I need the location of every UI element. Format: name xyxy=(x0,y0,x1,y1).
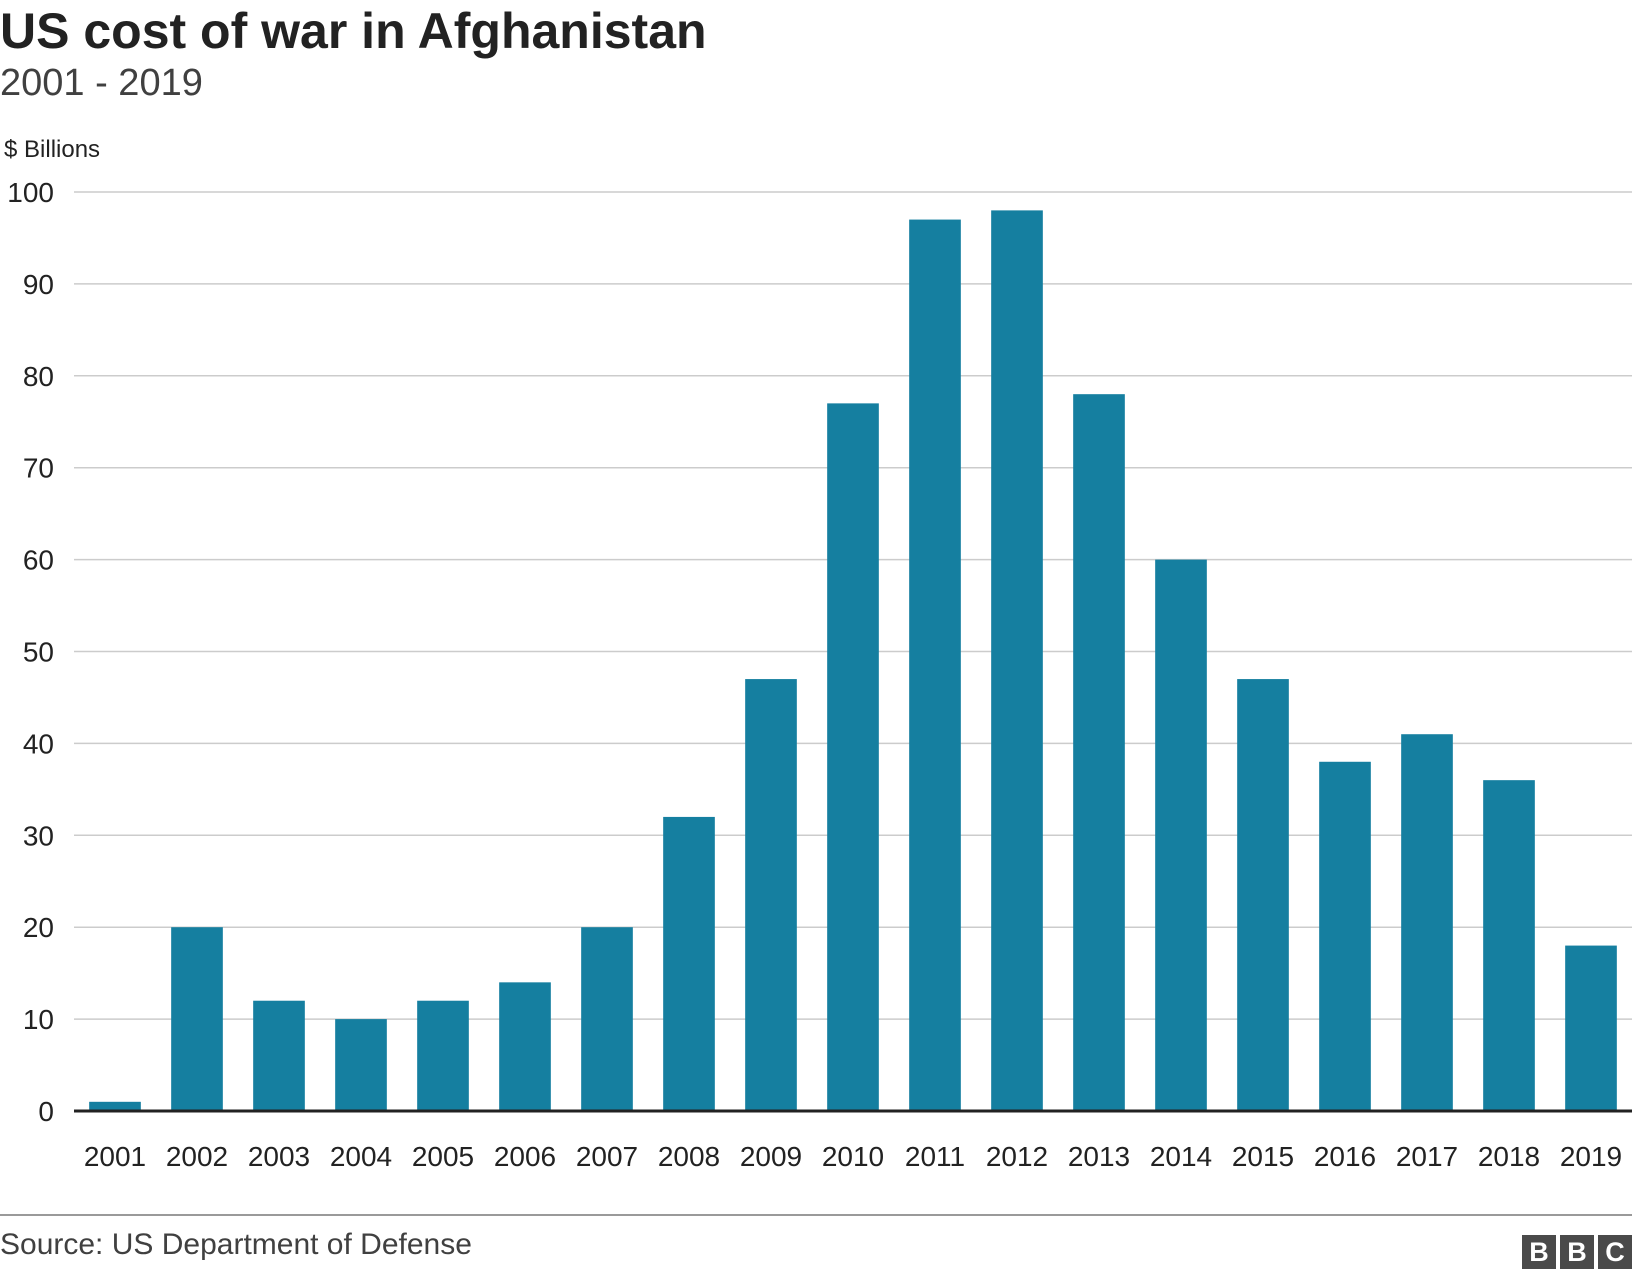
x-tick-label: 2002 xyxy=(166,1141,228,1172)
x-tick-label: 2016 xyxy=(1314,1141,1376,1172)
y-tick-label: 80 xyxy=(23,361,54,392)
x-tick-label: 2009 xyxy=(740,1141,802,1172)
x-tick-label: 2013 xyxy=(1068,1141,1130,1172)
bar-2008 xyxy=(663,816,715,1111)
bars xyxy=(89,210,1617,1111)
x-tick-label: 2015 xyxy=(1232,1141,1294,1172)
bar-2012 xyxy=(991,210,1043,1111)
bar-2005 xyxy=(417,1000,469,1111)
x-tick-label: 2005 xyxy=(412,1141,474,1172)
bar-2004 xyxy=(335,1019,387,1111)
bar-2018 xyxy=(1483,780,1535,1111)
bbc-logo: B B C xyxy=(1522,1235,1632,1269)
y-tick-label: 70 xyxy=(23,453,54,484)
bar-2015 xyxy=(1237,679,1289,1111)
bar-2016 xyxy=(1319,761,1371,1111)
bar-2002 xyxy=(171,927,223,1111)
x-tick-label: 2006 xyxy=(494,1141,556,1172)
logo-letter: B xyxy=(1522,1235,1556,1269)
y-tick-label: 30 xyxy=(23,820,54,851)
x-tick-label: 2019 xyxy=(1560,1141,1622,1172)
y-tick-label: 20 xyxy=(23,912,54,943)
bar-2001 xyxy=(89,1101,141,1111)
source-note: Source: US Department of Defense xyxy=(0,1228,472,1261)
y-tick-label: 100 xyxy=(7,177,54,208)
y-tick-label: 50 xyxy=(23,637,54,668)
x-tick-label: 2018 xyxy=(1478,1141,1540,1172)
bar-2011 xyxy=(909,219,961,1111)
x-tick-label: 2007 xyxy=(576,1141,638,1172)
x-tick-label: 2010 xyxy=(822,1141,884,1172)
bar-2014 xyxy=(1155,559,1207,1111)
bar-2009 xyxy=(745,679,797,1111)
footer-divider xyxy=(0,1214,1632,1216)
y-tick-label: 90 xyxy=(23,269,54,300)
x-tick-label: 2017 xyxy=(1396,1141,1458,1172)
bar-2017 xyxy=(1401,734,1453,1111)
bar-2003 xyxy=(253,1000,305,1111)
chart-subtitle: 2001 - 2019 xyxy=(0,62,203,104)
bar-2006 xyxy=(499,982,551,1111)
logo-letter: C xyxy=(1598,1235,1632,1269)
chart-title: US cost of war in Afghanistan xyxy=(0,3,707,59)
x-tick-label: 2001 xyxy=(84,1141,146,1172)
y-tick-label: 40 xyxy=(23,728,54,759)
logo-letter: B xyxy=(1560,1235,1594,1269)
x-tick-label: 2011 xyxy=(905,1141,965,1172)
bar-2013 xyxy=(1073,394,1125,1111)
x-tick-label: 2014 xyxy=(1150,1141,1212,1172)
x-tick-label: 2004 xyxy=(330,1141,392,1172)
y-axis-unit-label: $ Billions xyxy=(4,136,101,163)
x-tick-label: 2003 xyxy=(248,1141,310,1172)
y-axis-ticks: 0 10 20 30 40 50 60 70 80 90 100 xyxy=(7,177,54,1127)
y-tick-label: 10 xyxy=(23,1004,54,1035)
y-tick-label: 0 xyxy=(38,1096,54,1127)
bar-2010 xyxy=(827,403,879,1111)
bar-2019 xyxy=(1565,945,1617,1111)
x-tick-label: 2012 xyxy=(986,1141,1048,1172)
bar-2007 xyxy=(581,927,633,1111)
x-tick-label: 2008 xyxy=(658,1141,720,1172)
x-axis-ticks: 2001 2002 2003 2004 2005 2006 2007 2008 2009 2010… xyxy=(84,1141,1622,1172)
y-tick-label: 60 xyxy=(23,545,54,576)
